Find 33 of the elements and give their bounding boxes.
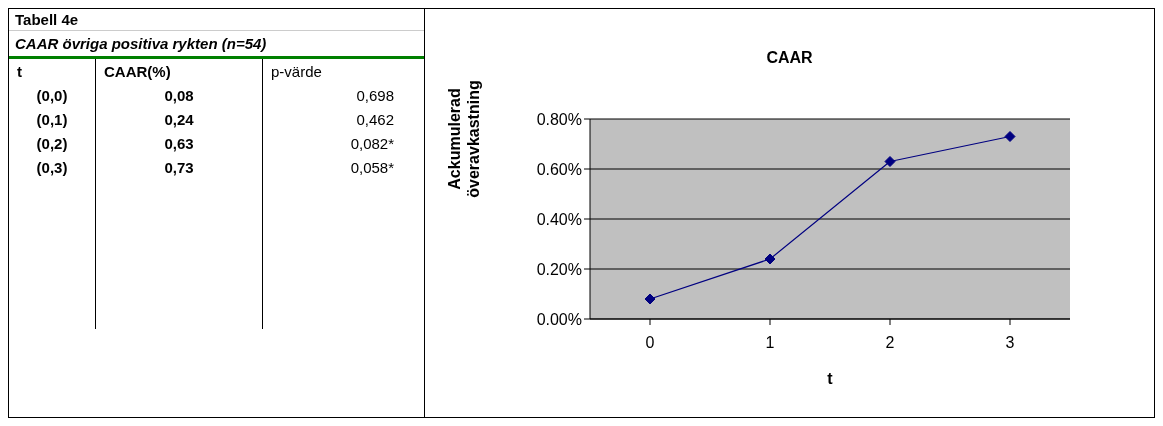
point xyxy=(764,253,776,265)
point xyxy=(884,156,896,167)
y-tick-label: 0.60% xyxy=(536,160,582,178)
x-tick-label: 3 xyxy=(1005,334,1015,352)
text: Tabell 4e xyxy=(14,10,80,30)
text: (0,3) xyxy=(35,157,69,178)
text: (0,2) xyxy=(35,133,69,154)
text: (0,1) xyxy=(35,109,69,130)
text: 0,462 xyxy=(262,107,424,131)
text: t xyxy=(16,61,23,82)
x-axis-title: t xyxy=(827,370,834,387)
text: 0,08 xyxy=(95,83,263,107)
text: (0,0) xyxy=(35,85,69,106)
text: 0,058* xyxy=(262,155,424,179)
x-tick-label: 0 xyxy=(645,334,655,352)
text: 0,082* xyxy=(262,131,424,155)
text: p-värde xyxy=(262,59,424,83)
text: 0,698 xyxy=(262,83,424,107)
x-tick-label: 2 xyxy=(885,334,895,352)
chart-title: CAAR xyxy=(765,49,814,67)
text: 0,63 xyxy=(95,131,263,155)
y-tick-label: 0.80% xyxy=(536,110,582,128)
text: 0,24 xyxy=(95,107,263,131)
y-tick-label: 0.40% xyxy=(536,210,582,228)
text: CAAR(%) xyxy=(95,59,263,83)
y-tick-label: 0.20% xyxy=(536,260,582,278)
y-tick-label: 0.00% xyxy=(536,310,582,328)
text: CAAR övriga positiva rykten (n=54) xyxy=(9,30,424,59)
text: 0,73 xyxy=(95,155,263,179)
point xyxy=(1004,131,1016,142)
y-axis-title: Ackumulerad överavkastning xyxy=(445,79,483,200)
point xyxy=(644,293,656,305)
x-tick-label: 1 xyxy=(765,334,775,352)
